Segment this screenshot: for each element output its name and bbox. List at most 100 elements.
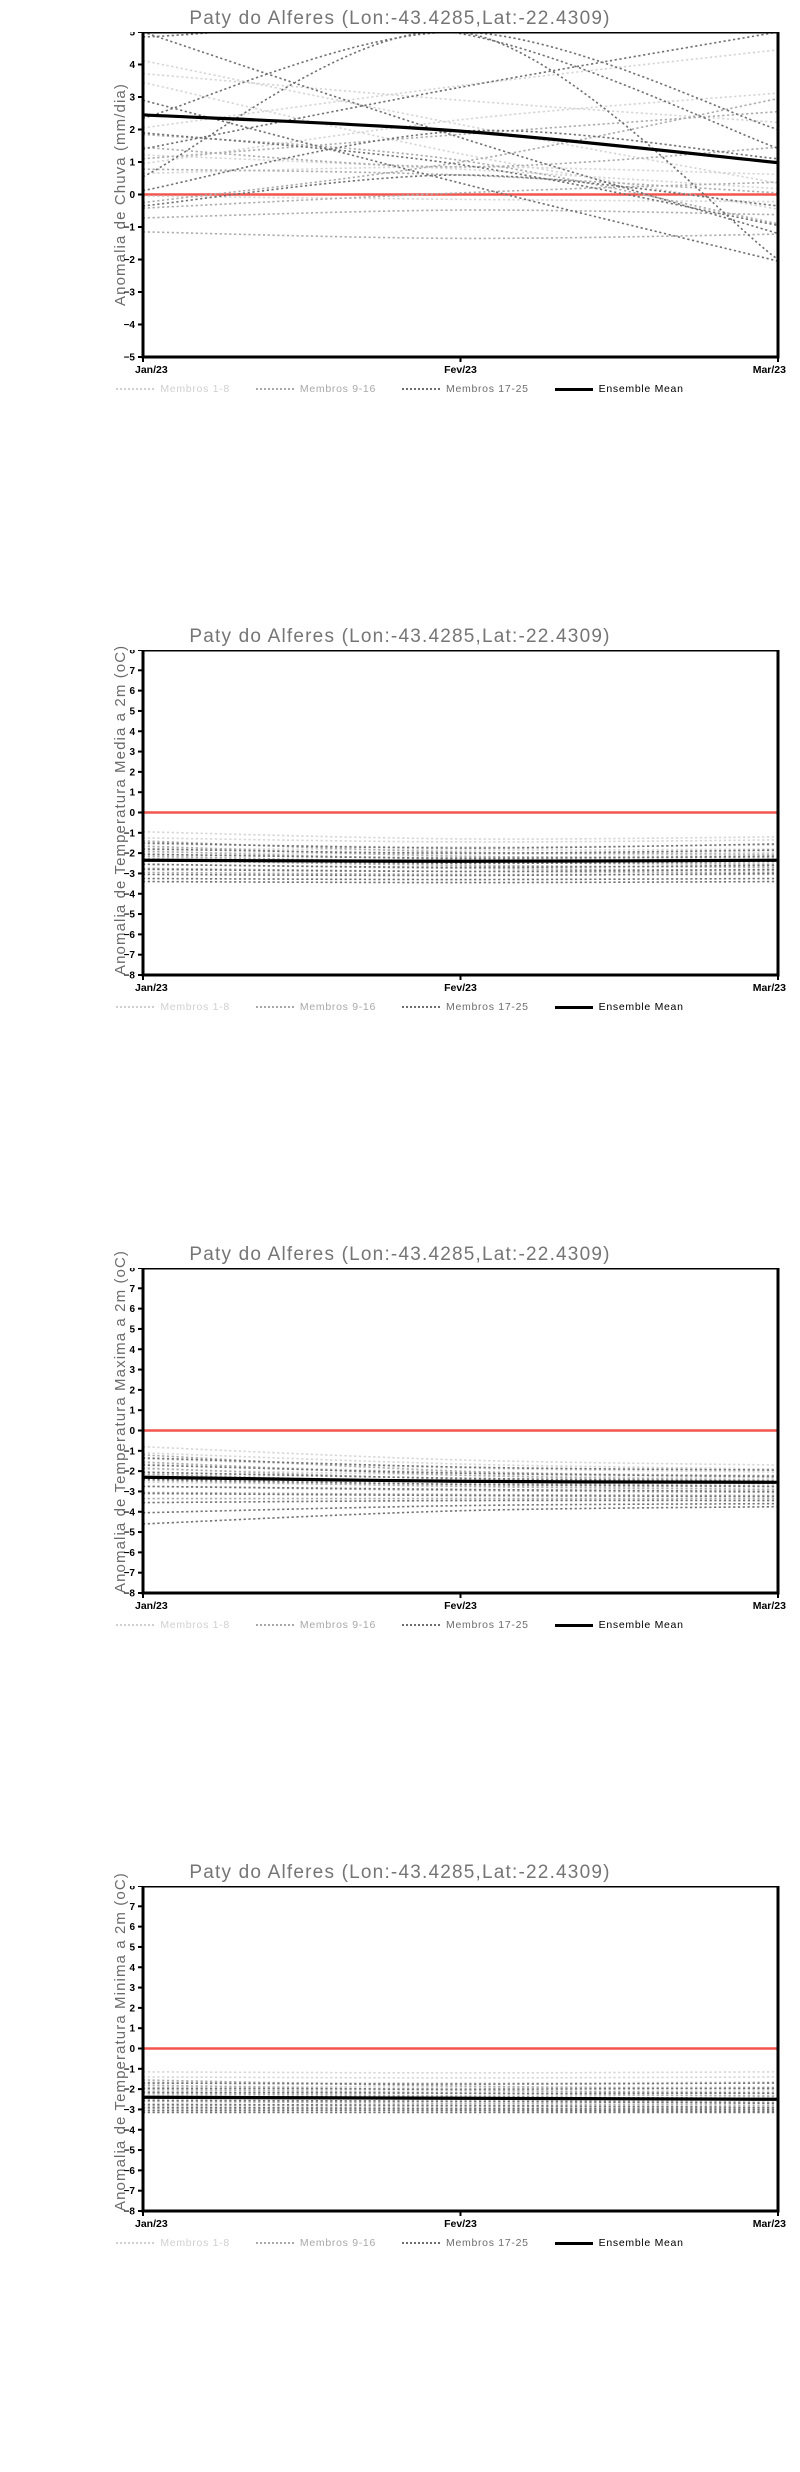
y-tick-label: −2 bbox=[124, 2085, 136, 2096]
member-line bbox=[144, 847, 777, 851]
member-line bbox=[144, 2100, 777, 2107]
legend-label: Ensemble Mean bbox=[598, 1001, 684, 1013]
member-line bbox=[144, 1464, 777, 1477]
legend-label: Ensemble Mean bbox=[598, 383, 684, 395]
member-line bbox=[144, 1505, 777, 1525]
member-line bbox=[144, 863, 777, 869]
member-line bbox=[144, 851, 777, 855]
chart-legend: Membros 1-8 Membros 9-16 Membros 17-25 Ense… bbox=[0, 1001, 800, 1013]
legend-item[interactable]: Membros 1-8 bbox=[116, 383, 230, 395]
y-tick-label: −1 bbox=[124, 1446, 136, 1457]
legend-item[interactable]: Membros 9-16 bbox=[255, 1619, 377, 1631]
y-tick-label: −3 bbox=[124, 288, 136, 299]
legend-item[interactable]: Ensemble Mean bbox=[554, 1001, 684, 1013]
member-line bbox=[144, 33, 777, 234]
y-tick-label: −4 bbox=[124, 2125, 136, 2136]
legend-item[interactable]: Membros 17-25 bbox=[402, 1001, 529, 1013]
y-tick-label: −6 bbox=[124, 930, 136, 941]
legend-item[interactable]: Membros 9-16 bbox=[255, 1001, 376, 1013]
legend-item[interactable]: Membros 17-25 bbox=[402, 2237, 529, 2249]
member-line bbox=[144, 2071, 777, 2074]
legend-item[interactable]: Membros 9-16 bbox=[255, 2237, 377, 2249]
y-tick-label: −1 bbox=[124, 2064, 136, 2075]
member-line bbox=[144, 81, 777, 210]
legend-item[interactable]: Membros 17-25 bbox=[402, 383, 529, 395]
series-group bbox=[144, 831, 777, 884]
member-line bbox=[144, 1485, 777, 1493]
member-line bbox=[144, 98, 777, 204]
y-tick-label: 3 bbox=[129, 1983, 135, 1994]
member-line bbox=[144, 154, 777, 190]
legend-item[interactable]: Membros 1-8 bbox=[116, 1619, 230, 1631]
member-line bbox=[144, 837, 777, 843]
member-line bbox=[144, 2106, 777, 2111]
legend-item[interactable]: Membros 9-16 bbox=[255, 383, 377, 395]
chart-legend: Membros 1-8 Membros 9-16 Membros 17-25 Ense… bbox=[0, 1619, 800, 1631]
y-tick-label: 7 bbox=[129, 1902, 135, 1913]
y-tick-label: 8 bbox=[129, 650, 135, 657]
x-tick-label: Mar/23 bbox=[753, 2218, 786, 2230]
legend-line-swatch bbox=[554, 1005, 593, 1009]
legend-label: Membros 1-8 bbox=[160, 2237, 230, 2249]
member-line bbox=[144, 195, 777, 203]
member-line bbox=[144, 110, 777, 160]
member-line bbox=[144, 2103, 777, 2109]
legend-item[interactable]: Membros 1-8 bbox=[116, 1001, 230, 1013]
legend-label: Membros 9-16 bbox=[299, 2237, 377, 2249]
legend-label: Membros 9-16 bbox=[299, 383, 377, 395]
member-line bbox=[144, 166, 777, 176]
plot-wrapper: 8 7 6 5 4 3 2 1 0 −1 −2 −3 −4 −5 −6 −7 −8 Jan/23 Fev/23 Mar… bbox=[0, 650, 800, 1035]
series-group bbox=[144, 33, 777, 262]
y-tick-label: 6 bbox=[129, 1304, 135, 1315]
member-line bbox=[144, 2109, 777, 2113]
legend-label: Membros 9-16 bbox=[299, 1619, 377, 1631]
legend-item[interactable]: Membros 1-8 bbox=[116, 2237, 230, 2249]
ensemble-mean-line bbox=[144, 2095, 777, 2101]
member-line bbox=[144, 831, 777, 840]
y-tick-label: −2 bbox=[124, 255, 136, 266]
member-line bbox=[144, 1461, 777, 1482]
member-line bbox=[144, 231, 777, 240]
x-tick-label: Mar/23 bbox=[753, 364, 786, 376]
y-tick-label: −7 bbox=[124, 1568, 136, 1579]
y-tick-label: −5 bbox=[124, 2146, 136, 2157]
member-line bbox=[144, 1463, 777, 1476]
member-line bbox=[144, 72, 777, 124]
y-tick-label: 5 bbox=[129, 1324, 135, 1335]
legend-label: Membros 17-25 bbox=[446, 1001, 529, 1013]
member-line bbox=[144, 2081, 777, 2084]
y-tick-label: 5 bbox=[129, 1942, 135, 1953]
member-line bbox=[144, 880, 777, 884]
member-line bbox=[144, 1446, 777, 1466]
member-line bbox=[144, 842, 777, 849]
y-tick-label: −1 bbox=[124, 828, 136, 839]
y-tick-label: 4 bbox=[129, 727, 135, 738]
member-line bbox=[144, 2091, 777, 2095]
y-tick-label: 5 bbox=[129, 706, 135, 717]
legend-item[interactable]: Ensemble Mean bbox=[554, 383, 684, 395]
series-group bbox=[144, 2071, 777, 2114]
x-tick-label: Mar/23 bbox=[753, 1600, 786, 1612]
y-tick-label: 4 bbox=[129, 60, 135, 71]
y-tick-label: 2 bbox=[129, 2003, 135, 2014]
ensemble-mean-line bbox=[144, 113, 777, 165]
y-tick-label: 4 bbox=[129, 1963, 135, 1974]
y-tick-label: 8 bbox=[129, 1268, 135, 1275]
y-tick-label: 7 bbox=[129, 666, 135, 677]
y-tick-label: 1 bbox=[129, 788, 135, 799]
legend-label: Membros 17-25 bbox=[446, 2237, 529, 2249]
y-tick-label: −8 bbox=[124, 2207, 136, 2218]
y-tick-label: 1 bbox=[129, 158, 135, 169]
legend-item[interactable]: Ensemble Mean bbox=[554, 2237, 684, 2249]
member-line bbox=[144, 2107, 777, 2112]
y-tick-label: 0 bbox=[129, 808, 135, 819]
legend-item[interactable]: Ensemble Mean bbox=[554, 1619, 684, 1631]
legend-item[interactable]: Membros 17-25 bbox=[402, 1619, 529, 1631]
legend-label: Membros 1-8 bbox=[160, 1619, 230, 1631]
member-line bbox=[144, 1458, 777, 1473]
member-line bbox=[144, 49, 777, 129]
legend-label: Membros 1-8 bbox=[160, 1001, 230, 1013]
member-line bbox=[144, 1491, 777, 1497]
